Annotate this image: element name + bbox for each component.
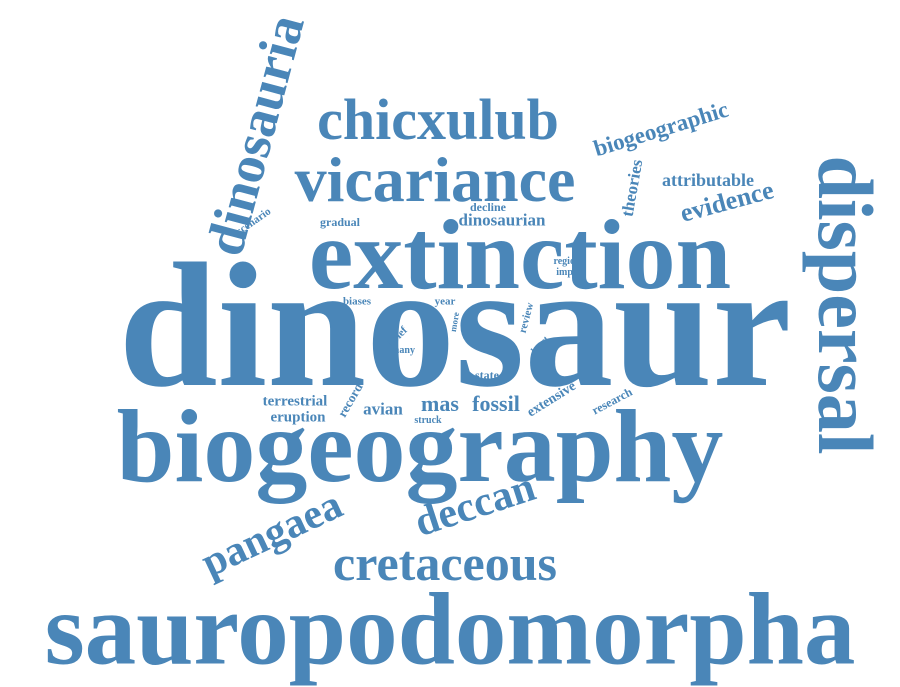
word-dinosaurian: dinosaurian	[458, 210, 546, 230]
word-sauropodomorpha: sauropodomorpha	[44, 572, 856, 687]
word-gradual: gradual	[319, 215, 361, 229]
word-biogeographic: biogeographic	[590, 96, 732, 162]
word-biases: biases	[342, 295, 372, 308]
word-decline: decline	[470, 200, 506, 214]
word-extinction: extinction	[308, 199, 732, 310]
word-impact: impact	[556, 267, 586, 278]
word-many: many	[391, 345, 415, 356]
word-chicxulub: chicxulub	[317, 87, 559, 152]
word-eruption: eruption	[270, 409, 326, 426]
word-mas: mas	[421, 391, 459, 416]
word-biogeography: biogeography	[116, 389, 724, 504]
word-region: region	[553, 256, 581, 267]
word-dispersal: dispersal	[802, 155, 889, 455]
word-struck: struck	[414, 415, 442, 426]
word-avian: avian	[363, 399, 403, 419]
word-terrestrial: terrestrial	[262, 393, 328, 410]
word-dinosaur: dinosaur	[118, 226, 792, 424]
word-vicariance: vicariance	[294, 144, 576, 215]
word-fossil: fossil	[472, 391, 520, 416]
word-cretaceous: cretaceous	[333, 535, 557, 591]
word-state: state	[475, 368, 499, 382]
word-year: year	[434, 295, 456, 308]
word-attributable: attributable	[662, 170, 754, 190]
